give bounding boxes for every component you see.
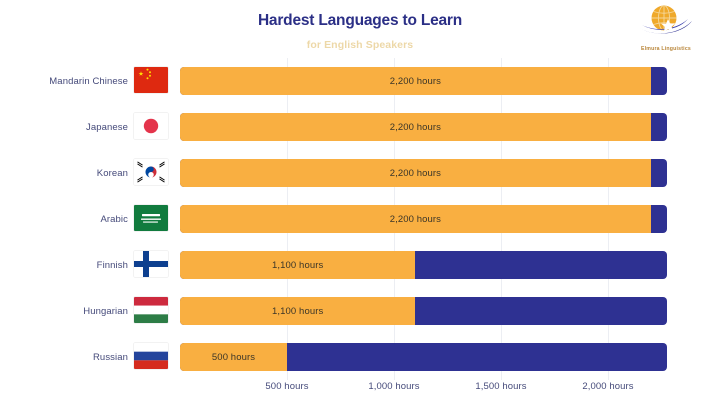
bar-row[interactable]: Japanese 2,200 hours: [0, 104, 720, 150]
fi-flag-icon: [134, 251, 168, 277]
bar-value-label: 2,200 hours: [389, 121, 442, 133]
bar-row-label: Hungarian: [83, 305, 128, 317]
bar-track[interactable]: 2,200 hours: [180, 113, 667, 141]
bar-value-label: 1,100 hours: [272, 259, 324, 271]
chart-header: Hardest Languages to Learn for English S…: [0, 0, 720, 58]
bar-track[interactable]: 2,200 hours: [180, 205, 667, 233]
bar-row-label: Russian: [92, 351, 128, 363]
bar-row-label: Arabic: [100, 213, 128, 225]
bar-row-label: Korean: [96, 167, 128, 179]
bar-fill: [180, 297, 416, 325]
ru-flag-icon: [134, 343, 168, 369]
bar-value-label: 500 hours: [211, 351, 256, 363]
bar-fill: [180, 113, 651, 141]
bar-track[interactable]: 500 hours: [180, 343, 667, 371]
bar-row-label: Finnish: [96, 259, 128, 271]
cn-flag-icon: [134, 67, 168, 93]
bar-value-label: 2,200 hours: [389, 75, 442, 87]
page-title: Hardest Languages to Learn: [257, 12, 463, 29]
bar-fill: [180, 205, 651, 233]
bar-fill: [180, 67, 651, 95]
bar-row[interactable]: Korean 2,200 hours: [0, 150, 720, 196]
bar-fill: [180, 343, 287, 371]
bar-row-label: Mandarin Chinese: [49, 75, 128, 87]
x-axis-tick-label: 1,500 hours: [475, 381, 527, 392]
bar-row[interactable]: Finnish 1,100 hours: [0, 242, 720, 288]
x-axis: 500 hours 1,000 hours 1,500 hours 2,000 hou…: [0, 381, 720, 401]
bar-value-label: 2,200 hours: [389, 167, 442, 179]
bar-fill: [180, 159, 651, 187]
bar-chart: Mandarin Chinese 2,200 hours Japanese 2,200…: [0, 58, 720, 380]
bar-track[interactable]: 2,200 hours: [180, 159, 667, 187]
bar-track[interactable]: 1,100 hours: [180, 297, 667, 325]
bar-value-label: 1,100 hours: [272, 305, 324, 317]
x-axis-tick-label: 500 hours: [265, 381, 309, 392]
kr-flag-icon: [134, 159, 168, 185]
bar-row[interactable]: Mandarin Chinese 2,200 hours: [0, 58, 720, 104]
x-axis-tick-label: 1,000 hours: [368, 381, 420, 392]
brand-name: Elmura Linguistics: [640, 46, 691, 52]
bar-row-label: Japanese: [85, 121, 128, 133]
bar-value-label: 2,200 hours: [389, 213, 442, 225]
page-subtitle: for English Speakers: [306, 39, 414, 51]
bar-track[interactable]: 2,200 hours: [180, 67, 667, 95]
bar-row[interactable]: Russian 500 hours: [0, 334, 720, 380]
globe-swoosh-icon: [638, 4, 694, 38]
bar-row[interactable]: Arabic 2,200 hours: [0, 196, 720, 242]
brand-logo: Elmura Linguistics: [624, 4, 708, 54]
sa-flag-icon: [134, 205, 168, 231]
bar-row[interactable]: Hungarian 1,100 hours: [0, 288, 720, 334]
bar-fill: [180, 251, 416, 279]
x-axis-tick-label: 2,000 hours: [582, 381, 634, 392]
hu-flag-icon: [134, 297, 168, 323]
jp-flag-icon: [134, 113, 168, 139]
bar-track[interactable]: 1,100 hours: [180, 251, 667, 279]
